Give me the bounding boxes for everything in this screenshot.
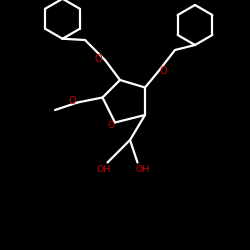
Text: O: O [95,54,102,64]
Text: OH: OH [96,166,111,174]
Text: O: O [159,66,167,76]
Text: O: O [68,96,76,106]
Text: O: O [107,120,114,130]
Text: OH: OH [135,166,150,174]
